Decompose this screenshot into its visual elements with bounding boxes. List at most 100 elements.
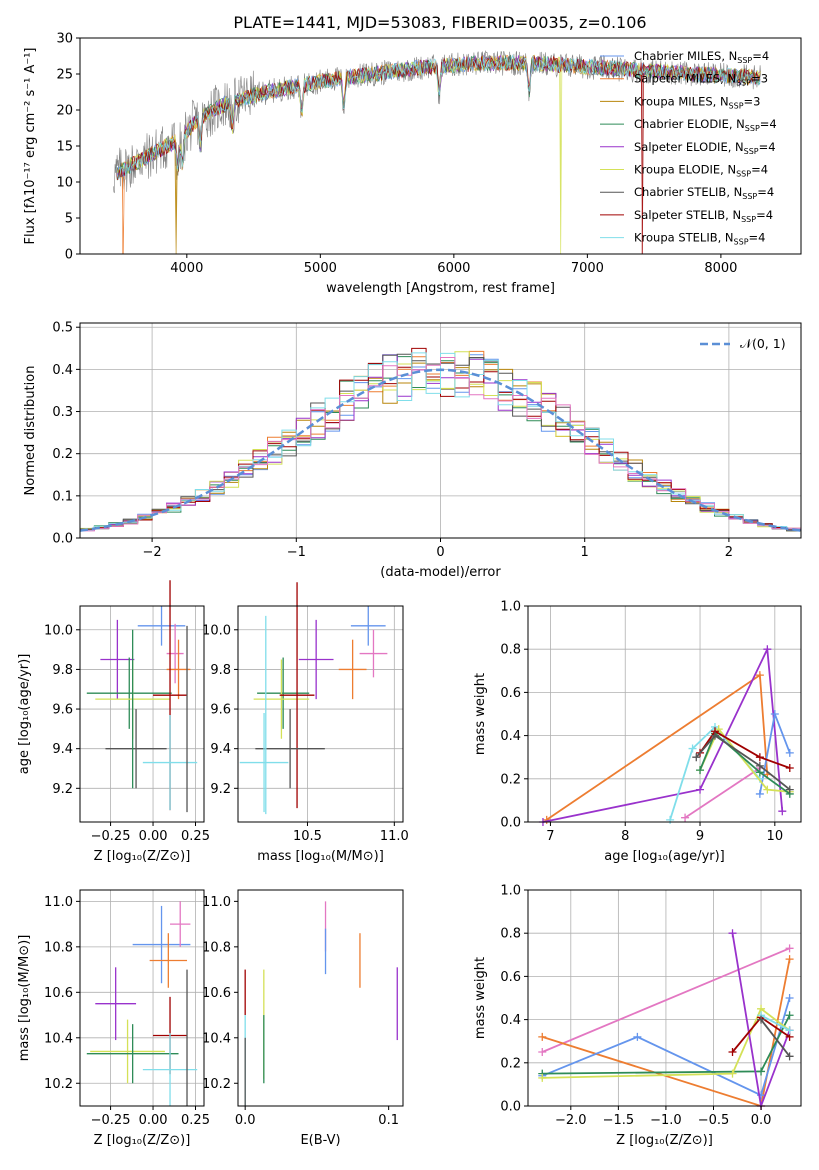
x-tick-label: −2 — [143, 545, 162, 560]
plus-marker — [538, 1073, 547, 1082]
x-tick-label: 4000 — [170, 261, 203, 276]
y-axis-label: age [log₁₀(age/yr)] — [17, 654, 32, 775]
errorbar-point — [132, 905, 191, 984]
x-tick-label: 0.0 — [235, 1113, 256, 1128]
errorbar-point — [253, 659, 310, 739]
plot-area-age_weight — [538, 645, 794, 826]
plus-marker — [755, 761, 764, 770]
plus-marker — [785, 1026, 794, 1035]
plots-layer: 4000 5000 6000 7000 8000051015202530waveleng… — [17, 32, 802, 1148]
x-tick-label: 7 — [546, 829, 554, 844]
legend-label-main: Chabrier ELODIE, N — [634, 117, 745, 131]
legend-label-main: Salpeter ELODIE, N — [634, 140, 744, 154]
legend-label-sub: SSP — [734, 238, 749, 247]
x-axis-label: wavelength [Angstrom, rest frame] — [326, 281, 555, 296]
y-tick-label: 0.8 — [500, 927, 521, 942]
legend-label-sub: SSP — [741, 215, 756, 224]
y-tick-label: 0.1 — [52, 489, 73, 504]
plot-area-residuals — [79, 347, 802, 532]
x-tick-label: 10 — [767, 829, 784, 844]
axes-frame — [79, 889, 205, 1107]
y-tick-label: 10 — [56, 176, 73, 191]
errorbar-point — [239, 713, 289, 813]
x-tick-label: −1.0 — [650, 1113, 682, 1128]
panel-z_mass: −0.25 0.00 0.25 10.2 10.4 10.6 10.8 11.0 Z [log₁… — [17, 889, 210, 1148]
x-tick-label: 5000 — [304, 261, 337, 276]
plus-marker — [710, 731, 719, 740]
panel-mass_age: 10.5 11.0 9.2 9.4 9.6 9.8 10.0 mass [log₁₀(M/M⊙… — [202, 582, 409, 864]
legend-label: Chabrier ELODIE, NSSP=4 — [634, 117, 777, 133]
y-tick-label: 0.0 — [500, 1100, 521, 1115]
panel-z_weight: −2.0 −1.5 −1.0 −0.5 0.0 0.0 0.2 0.4 0.6 0.8 1.0 Z [… — [473, 884, 802, 1148]
y-tick-label: 1.0 — [500, 600, 521, 615]
y-tick-label: 9.6 — [52, 703, 73, 718]
y-tick-label: 9.2 — [210, 782, 231, 797]
legend-label-sub: SSP — [744, 147, 759, 156]
weight-line-salpeter-elodie — [542, 645, 784, 823]
plot-area-spectrum — [113, 50, 761, 255]
y-tick-label: 0.4 — [500, 729, 521, 744]
plus-marker — [755, 753, 764, 762]
plus-marker — [681, 813, 690, 822]
y-tick-label: 0.4 — [52, 363, 73, 378]
axes-frame — [527, 605, 802, 823]
x-tick-label: 10.5 — [293, 829, 322, 844]
x-axis-label: mass [log₁₀(M/M⊙)] — [257, 849, 384, 864]
y-tick-label: 9.4 — [52, 742, 73, 757]
weight-line-chabrier-elodie — [699, 731, 791, 795]
plus-marker — [785, 955, 794, 964]
plus-marker — [763, 645, 772, 654]
x-tick-label: 0.25 — [181, 1113, 210, 1128]
y-tick-label: 25 — [56, 68, 73, 83]
legend-label-main: Kroupa ELODIE, N — [634, 163, 736, 177]
errorbar-point — [298, 619, 334, 700]
y-tick-label: 10.4 — [202, 1031, 231, 1046]
errorbar-point — [105, 709, 167, 789]
plus-marker — [785, 1052, 794, 1061]
legend-label: Chabrier MILES, NSSP=4 — [634, 49, 769, 65]
x-axis-label: (data-model)/error — [380, 565, 501, 580]
x-tick-label: 11.0 — [380, 829, 409, 844]
weight-line-kroupa-stelib — [669, 725, 761, 821]
y-tick-label: 0.2 — [52, 447, 73, 462]
errorbar-point — [90, 1019, 165, 1084]
plus-marker — [755, 671, 764, 680]
axes-frame — [79, 605, 205, 823]
axes-frame — [237, 889, 404, 1107]
plus-marker — [728, 1048, 737, 1056]
plus-marker — [696, 766, 705, 775]
plus-marker — [692, 753, 701, 762]
x-tick-label: 2 — [725, 545, 733, 560]
errorbar-point — [137, 606, 186, 646]
errorbar-point — [257, 657, 310, 729]
errorbar-point — [142, 1033, 198, 1106]
x-tick-label: 9 — [696, 829, 704, 844]
legend-label-sub: SSP — [737, 56, 752, 65]
errorbar-point — [86, 657, 172, 729]
plus-marker — [785, 785, 794, 794]
plus-marker — [785, 748, 794, 757]
x-axis-label: Z [log₁₀(Z/Z⊙)] — [94, 1133, 191, 1148]
panel-residuals: −2 −1 0 1 2 0.0 0.1 0.2 0.3 0.4 0.5 (data-model)/er… — [23, 321, 802, 580]
panel-age_weight: 7 8 9 10 0.0 0.2 0.4 0.6 0.8 1.0 age [log₁₀(age/yr… — [473, 600, 802, 864]
figure-title: PLATE=1441, MJD=53083, FIBERID=0035, z=0… — [233, 13, 646, 32]
x-tick-label: 0.1 — [378, 1113, 399, 1128]
x-axis-label: Z [log₁₀(Z/Z⊙)] — [94, 849, 191, 864]
legend-label-tail: =4 — [751, 163, 768, 177]
y-tick-label: 9.4 — [210, 742, 231, 757]
weight-line-pink — [684, 767, 761, 819]
x-tick-label: −2.0 — [555, 1113, 587, 1128]
plus-marker — [538, 1048, 547, 1056]
legend-label: Kroupa STELIB, NSSP=4 — [634, 231, 765, 247]
legend-label: 𝒩(0, 1) — [740, 336, 786, 351]
weight-line-kroupa-elodie — [542, 1007, 791, 1079]
plus-marker — [785, 994, 794, 1002]
legend-label: Salpeter ELODIE, NSSP=4 — [634, 140, 776, 156]
legend-label: Salpeter STELIB, NSSP=4 — [634, 208, 773, 224]
y-tick-label: 0.2 — [500, 1056, 521, 1071]
legend-label-tail: =4 — [752, 49, 769, 63]
plus-marker — [770, 710, 779, 718]
y-tick-label: 10.8 — [44, 940, 73, 955]
model-line-salpeter-stelib — [115, 55, 761, 255]
